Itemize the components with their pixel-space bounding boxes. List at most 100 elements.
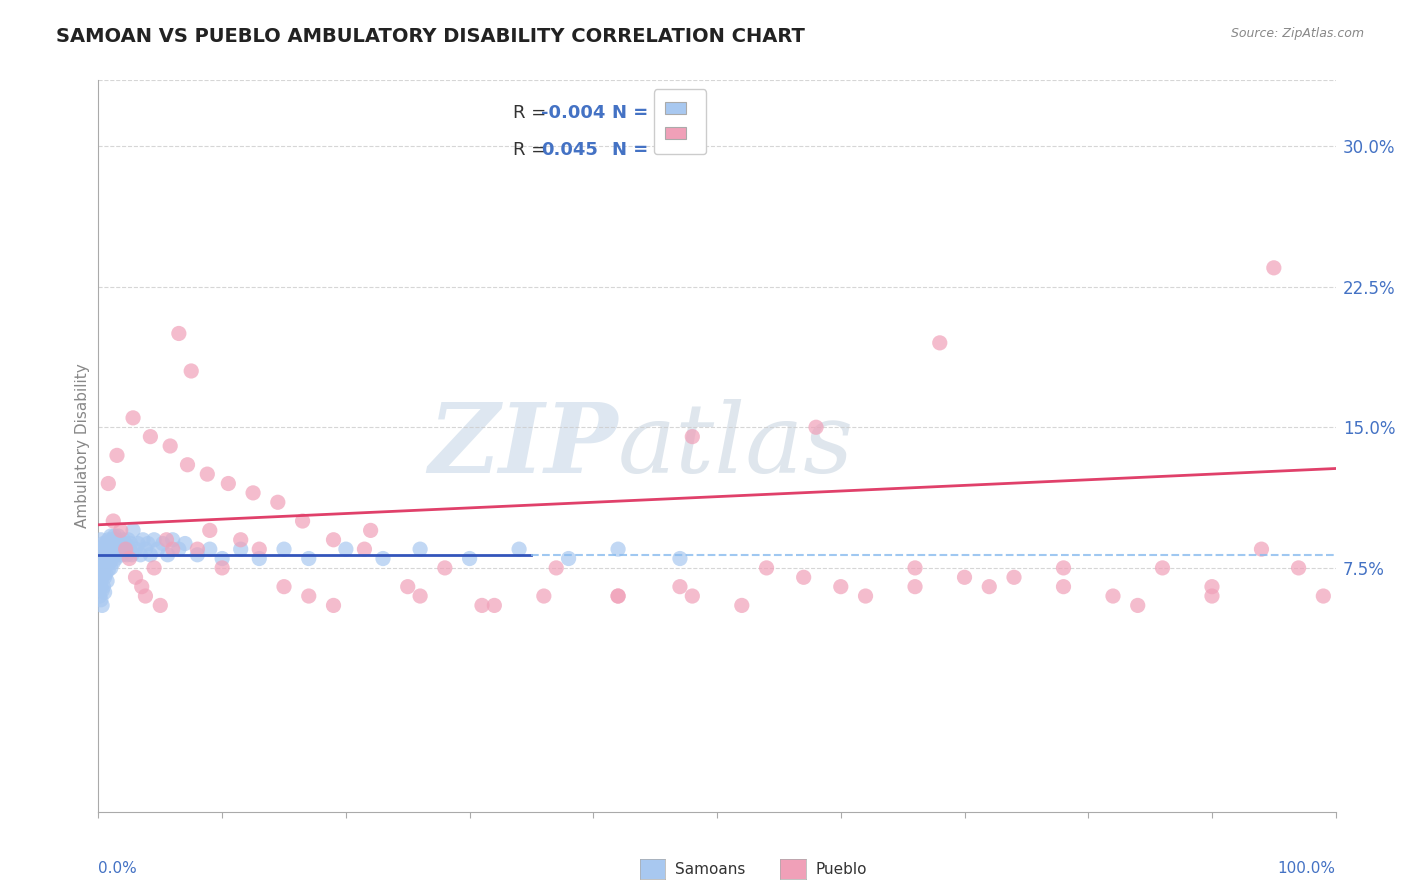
Point [111,548,134,562]
Point [1263,260,1285,275]
Point [149,599,172,613]
Y-axis label: Ambulatory Disability: Ambulatory Disability [75,364,90,528]
Point [1152,561,1174,575]
Point [409,542,432,557]
Point [97,548,120,562]
Point [211,561,233,575]
Point [103,529,125,543]
Point [167,326,190,341]
Point [162,542,184,557]
Point [174,536,197,550]
Point [98,555,121,569]
Point [335,542,357,557]
Point [176,458,198,472]
Point [353,542,375,557]
Point [91,548,114,562]
Legend: , : , [654,89,706,154]
Point [103,514,125,528]
Point [114,536,136,550]
Point [107,529,129,543]
Point [90,542,112,557]
Point [120,536,142,550]
Point [105,449,128,463]
Point [132,533,155,547]
Point [267,495,290,509]
Point [669,551,692,566]
Point [93,555,115,569]
Point [533,589,555,603]
Point [1052,580,1074,594]
Point [103,548,125,562]
Point [508,542,530,557]
Point [247,542,270,557]
Point [433,561,456,575]
Point [904,580,927,594]
Point [89,589,111,603]
Point [91,599,114,613]
Point [1002,570,1025,584]
Point [322,533,344,547]
Point [122,410,145,425]
Point [1312,589,1334,603]
Point [93,580,115,594]
Point [114,542,136,557]
Point [104,551,127,566]
Text: N = 70: N = 70 [612,141,679,159]
Point [484,599,506,613]
Point [89,561,111,575]
Point [96,542,118,557]
Point [180,364,202,378]
Point [90,555,112,569]
Text: 100.0%: 100.0% [1278,862,1336,877]
Point [557,551,579,566]
Point [146,542,169,557]
Point [105,542,128,557]
Text: atlas: atlas [619,399,855,493]
Point [112,542,135,557]
Point [371,551,394,566]
Point [291,514,314,528]
Point [104,533,127,547]
Point [98,536,121,550]
Text: 0.0%: 0.0% [98,862,138,877]
Point [273,542,295,557]
Point [928,335,950,350]
Text: ZIP: ZIP [429,399,619,493]
Text: Source: ZipAtlas.com: Source: ZipAtlas.com [1230,27,1364,40]
Point [97,476,120,491]
Text: -0.004: -0.004 [541,104,606,122]
Point [117,533,139,547]
Point [143,561,166,575]
Point [681,429,703,443]
Point [298,589,321,603]
Point [1288,561,1310,575]
Point [97,563,120,577]
Point [91,570,114,584]
Point [156,548,179,562]
Point [322,599,344,613]
Point [793,570,815,584]
Point [1052,561,1074,575]
Point [108,542,131,557]
Point [96,557,118,571]
Point [134,542,156,557]
Point [110,536,132,550]
Point [131,580,153,594]
Point [121,548,143,562]
Point [152,536,174,550]
Point [1201,589,1223,603]
Point [103,536,125,550]
Point [118,551,141,566]
Point [242,486,264,500]
Point [112,533,135,547]
Point [681,589,703,603]
Point [155,533,177,547]
Text: Samoans: Samoans [675,863,745,877]
Point [186,548,208,562]
Point [830,580,852,594]
Point [1250,542,1272,557]
Point [755,561,778,575]
Point [217,476,239,491]
Point [159,439,181,453]
Point [100,544,122,558]
